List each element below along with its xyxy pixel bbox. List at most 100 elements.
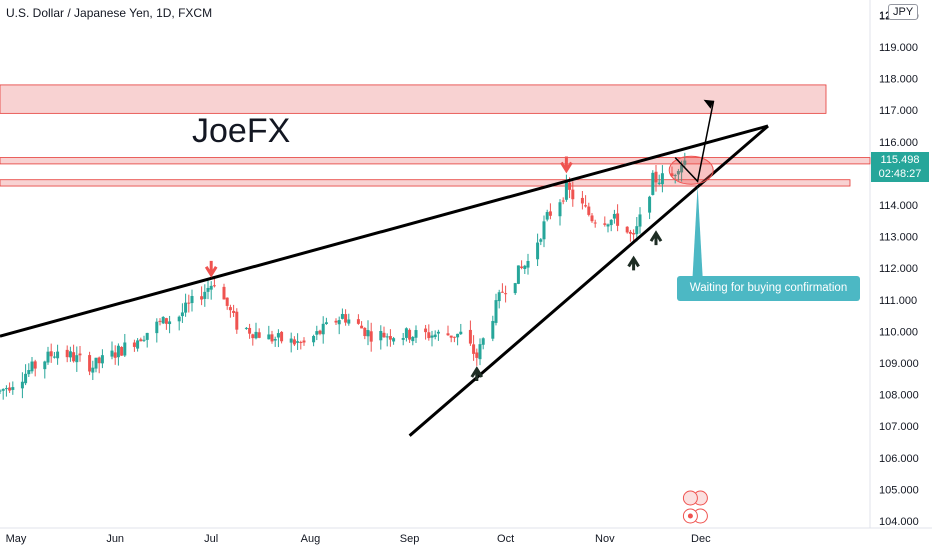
- candle: [430, 330, 434, 347]
- currency-button[interactable]: JPY: [888, 4, 919, 20]
- lower-trendline: [408, 124, 769, 437]
- candle: [427, 324, 431, 341]
- candle: [88, 351, 92, 376]
- candle-body: [88, 355, 92, 372]
- candle-body: [609, 219, 613, 226]
- candle-body: [46, 351, 50, 363]
- candle: [401, 332, 405, 346]
- sell-signal-arrow: [204, 260, 218, 278]
- candle: [116, 343, 120, 366]
- buy-signal-arrow: [627, 255, 640, 271]
- y-tick-label: 117.000: [879, 105, 918, 117]
- candle: [344, 309, 348, 326]
- sell-signal-arrow: [560, 156, 573, 174]
- candle: [91, 360, 95, 381]
- candle: [459, 323, 463, 335]
- candle: [273, 336, 277, 347]
- candle-body: [344, 314, 348, 323]
- candle-body: [267, 334, 271, 340]
- candle: [52, 351, 56, 359]
- candle-body: [94, 357, 98, 369]
- resistance-zone: [0, 157, 871, 165]
- candle-body: [638, 214, 642, 227]
- candle-body: [363, 327, 367, 337]
- x-tick-label: Jun: [106, 533, 124, 545]
- candle-body: [612, 213, 616, 219]
- candle-body: [449, 335, 453, 338]
- candle: [235, 308, 239, 334]
- candle: [324, 317, 328, 325]
- x-tick-label: Aug: [301, 533, 321, 545]
- y-tick-label: 108.000: [879, 390, 919, 402]
- candle: [43, 360, 47, 379]
- candle: [296, 333, 300, 350]
- candle: [523, 264, 527, 274]
- candle: [65, 345, 69, 363]
- candle-body: [452, 336, 456, 338]
- candle-body: [273, 338, 277, 341]
- buy-signal-arrow: [470, 366, 484, 381]
- candle-body: [587, 206, 591, 215]
- candle: [232, 304, 236, 317]
- candle-body: [379, 330, 383, 341]
- candle-body: [475, 352, 479, 358]
- candle-body: [635, 226, 639, 235]
- candle: [606, 223, 610, 233]
- candle-body: [603, 223, 607, 225]
- candle-body: [539, 239, 543, 242]
- candle-body: [536, 242, 540, 260]
- last-price: 115.498: [880, 154, 920, 166]
- candle-body: [75, 355, 79, 363]
- candle-body: [382, 332, 386, 338]
- candle-body: [56, 351, 60, 359]
- candle-body: [68, 351, 72, 358]
- candle-body: [145, 332, 149, 340]
- candle: [616, 204, 620, 232]
- candle-body: [401, 338, 405, 340]
- candle: [267, 325, 271, 340]
- candle-body: [0, 390, 2, 392]
- candle: [456, 333, 460, 346]
- candle-body: [254, 331, 258, 339]
- candle-body: [337, 320, 341, 325]
- candle: [187, 294, 191, 313]
- candle: [500, 283, 504, 293]
- candle: [497, 289, 501, 309]
- candle-body: [558, 202, 562, 217]
- candle-body: [43, 361, 47, 370]
- projection-path: [674, 100, 715, 183]
- candle: [4, 385, 8, 397]
- candle-body: [100, 355, 104, 364]
- author-watermark: JoeFX: [192, 112, 291, 150]
- y-tick-label: 112.000: [879, 263, 918, 275]
- candle: [276, 329, 280, 348]
- candle-body: [408, 329, 412, 340]
- candle-body: [481, 338, 485, 345]
- candle: [334, 318, 338, 326]
- candle: [411, 335, 415, 346]
- candle-body: [292, 339, 296, 345]
- candle-body: [228, 307, 232, 311]
- candle: [100, 349, 104, 369]
- candle-body: [302, 340, 306, 343]
- candle: [478, 338, 482, 366]
- candle-body: [648, 196, 652, 213]
- candle-body: [110, 350, 114, 357]
- candle: [312, 334, 316, 347]
- candle: [228, 304, 232, 318]
- candle: [270, 330, 274, 344]
- y-tick-label: 104.000: [879, 516, 919, 528]
- candle-body: [257, 332, 261, 338]
- candle: [203, 284, 207, 307]
- candle: [414, 325, 418, 343]
- candle-body: [334, 320, 338, 323]
- candle: [676, 168, 680, 181]
- candle-body: [11, 387, 15, 390]
- candle-body: [593, 222, 597, 224]
- candle-body: [366, 330, 370, 337]
- candle: [472, 335, 476, 361]
- candle-body: [113, 352, 117, 358]
- candle-body: [132, 342, 136, 347]
- candle-body: [200, 296, 204, 300]
